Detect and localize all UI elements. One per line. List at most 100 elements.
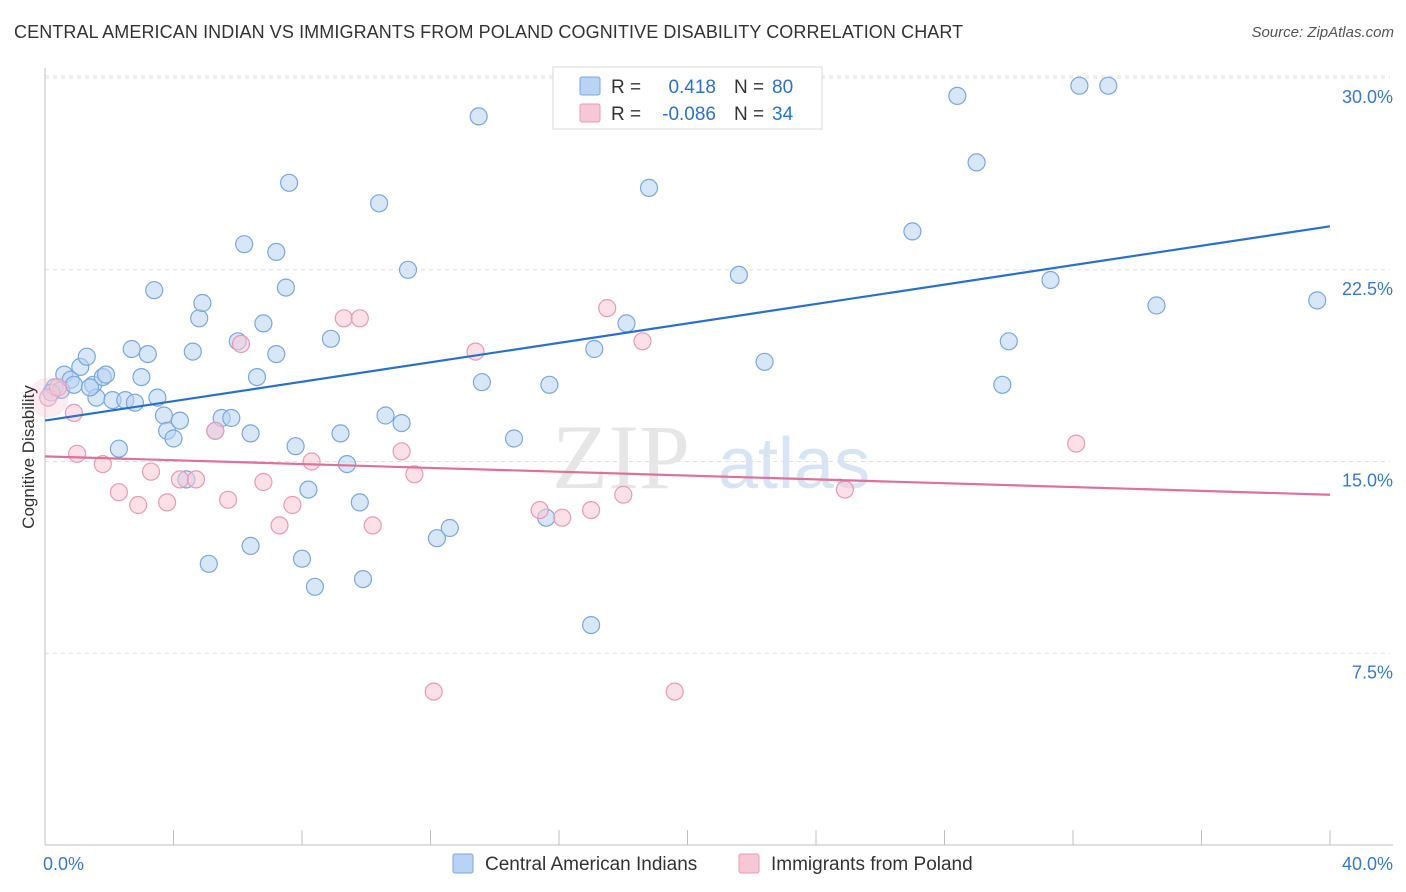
point-central-american-indians	[267, 242, 286, 261]
point-central-american-indians	[1070, 76, 1089, 95]
point-immigrants-from-poland	[363, 516, 382, 535]
point-immigrants-from-poland	[392, 442, 411, 461]
point-central-american-indians	[1147, 296, 1166, 315]
gridlines	[45, 75, 1390, 654]
point-immigrants-from-poland	[665, 682, 684, 701]
point-central-american-indians	[427, 529, 446, 548]
point-immigrants-from-poland	[283, 495, 302, 515]
point-central-american-indians	[280, 173, 299, 192]
legend-r-value-1: 0.418	[668, 77, 716, 98]
point-central-american-indians	[540, 375, 559, 394]
legend-swatch-blue	[579, 76, 601, 96]
y-tick-label: 7.5%	[1352, 662, 1393, 682]
point-central-american-indians	[80, 378, 100, 397]
legend-n-value-2: 34	[772, 104, 794, 125]
point-central-american-indians	[331, 424, 350, 443]
source-label: Source: ZipAtlas.com	[1251, 24, 1394, 41]
legend-r-value-2: -0.086	[662, 104, 716, 125]
point-central-american-indians	[967, 153, 986, 172]
point-central-american-indians	[292, 549, 312, 568]
point-central-american-indians	[321, 329, 340, 348]
y-tick-label: 30.0%	[1342, 87, 1393, 107]
point-immigrants-from-poland	[109, 483, 129, 502]
legend-r-label-1: R =	[611, 77, 641, 98]
legend-label-immigrants-from-poland: Immigrants from Poland	[771, 854, 973, 875]
point-central-american-indians	[305, 577, 324, 596]
point-central-american-indians	[235, 235, 254, 254]
point-central-american-indians	[286, 437, 305, 456]
point-immigrants-from-poland	[231, 334, 251, 353]
point-immigrants-from-poland	[835, 480, 855, 499]
point-central-american-indians	[138, 345, 157, 364]
point-central-american-indians	[109, 439, 129, 458]
y-tick-label: 15.0%	[1342, 471, 1393, 491]
legend-swatch-immigrants-from-poland	[738, 853, 760, 874]
point-immigrants-from-poland	[141, 462, 161, 481]
point-central-american-indians	[183, 342, 202, 361]
point-immigrants-from-poland	[158, 493, 177, 512]
point-immigrants-from-poland	[350, 309, 369, 328]
point-central-american-indians	[472, 373, 491, 392]
point-central-american-indians	[1099, 76, 1118, 95]
point-central-american-indians	[948, 86, 967, 106]
point-immigrants-from-poland	[270, 516, 289, 535]
point-central-american-indians	[639, 178, 659, 197]
legend-n-label-1: N =	[734, 77, 764, 98]
point-central-american-indians	[581, 615, 601, 635]
point-immigrants-from-poland	[170, 470, 189, 489]
point-central-american-indians	[222, 408, 241, 428]
point-immigrants-from-poland	[424, 682, 443, 701]
point-central-american-indians	[350, 493, 369, 512]
trend-line-central-american-indians	[44, 225, 1331, 422]
point-cluster-immigrants-from-poland	[28, 377, 69, 418]
point-central-american-indians	[903, 222, 922, 241]
legend-n-label-2: N =	[734, 104, 764, 125]
point-central-american-indians	[267, 345, 286, 364]
point-central-american-indians	[440, 518, 459, 538]
point-central-american-indians	[193, 293, 212, 313]
data-points	[28, 76, 1327, 701]
point-central-american-indians	[247, 368, 267, 387]
y-tick-label: 22.5%	[1342, 279, 1393, 299]
point-central-american-indians	[617, 314, 636, 333]
point-immigrants-from-poland	[553, 508, 572, 527]
point-central-american-indians	[96, 365, 116, 384]
trend-lines	[44, 225, 1331, 496]
point-immigrants-from-poland	[633, 332, 652, 351]
point-immigrants-from-poland	[93, 455, 112, 474]
trend-line-immigrants-from-poland	[44, 455, 1331, 496]
point-immigrants-from-poland	[67, 444, 87, 463]
point-central-american-indians	[132, 368, 151, 387]
point-central-american-indians	[77, 347, 96, 366]
point-immigrants-from-poland	[254, 472, 273, 492]
point-central-american-indians	[241, 536, 260, 556]
x-tick-label: 40.0%	[1342, 854, 1393, 874]
point-immigrants-from-poland	[48, 378, 68, 397]
y-axis-label: Cognitive Disability	[19, 385, 38, 529]
point-immigrants-from-poland	[64, 403, 84, 422]
point-central-american-indians	[299, 480, 318, 499]
point-central-american-indians	[1041, 270, 1060, 290]
x-tick-labels: 0.0% 40.0%	[43, 854, 1393, 874]
point-central-american-indians	[370, 194, 389, 213]
point-immigrants-from-poland	[405, 465, 424, 484]
point-central-american-indians	[353, 569, 373, 589]
y-tick-labels: 7.5% 15.0% 22.5% 30.0%	[1342, 87, 1393, 682]
series-legend: Central American Indians Immigrants from…	[452, 853, 973, 875]
x-tick-label: 0.0%	[43, 854, 84, 874]
legend-label-central-american-indians: Central American Indians	[485, 854, 697, 875]
legend-n-value-1: 80	[772, 77, 793, 98]
point-central-american-indians	[190, 309, 209, 328]
watermark: ZIP atlas	[552, 406, 870, 508]
point-immigrants-from-poland	[598, 299, 617, 318]
point-immigrants-from-poland	[466, 342, 485, 361]
point-central-american-indians	[392, 414, 411, 433]
point-immigrants-from-poland	[1067, 434, 1086, 453]
point-central-american-indians	[398, 260, 418, 279]
point-immigrants-from-poland	[302, 452, 321, 471]
point-immigrants-from-poland	[614, 485, 633, 504]
point-immigrants-from-poland	[186, 470, 206, 489]
point-immigrants-from-poland	[206, 421, 225, 440]
point-central-american-indians	[64, 375, 84, 394]
point-central-american-indians	[993, 375, 1012, 394]
